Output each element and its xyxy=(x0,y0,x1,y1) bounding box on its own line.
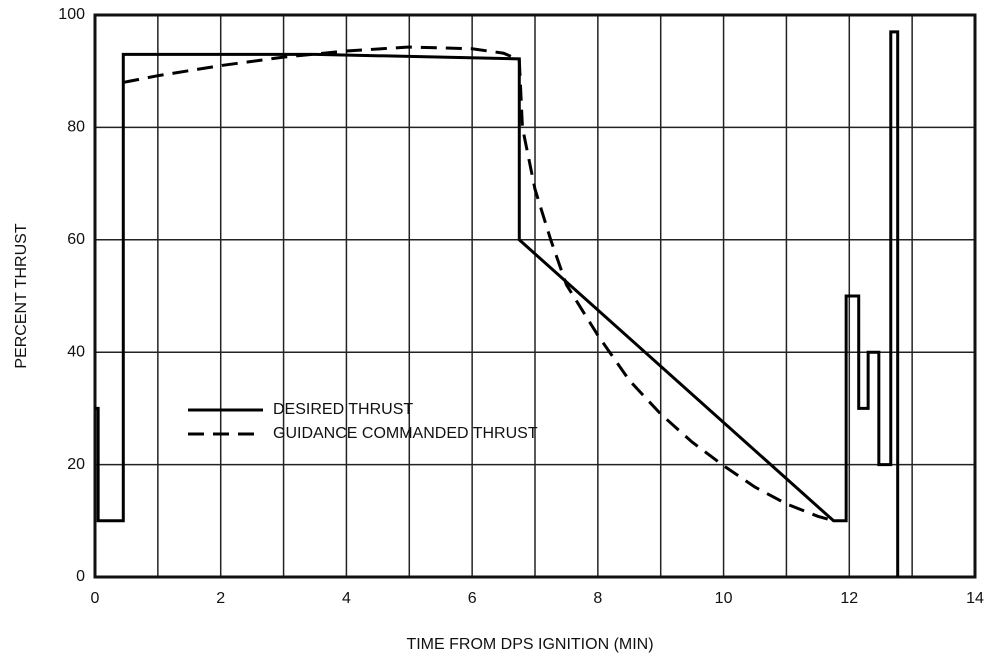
y-tick-label: 20 xyxy=(67,456,85,473)
y-tick-label: 100 xyxy=(58,6,85,23)
y-axis-label: PERCENT THRUST xyxy=(13,223,30,368)
data-line xyxy=(95,30,900,577)
x-tick-label: 6 xyxy=(468,590,477,607)
x-tick-label: 14 xyxy=(966,590,984,607)
legend-label: DESIRED THRUST xyxy=(273,401,413,418)
y-tick-label: 0 xyxy=(76,568,85,585)
x-tick-label: 8 xyxy=(593,590,602,607)
data-line xyxy=(122,45,834,523)
x-axis-label: TIME FROM DPS IGNITION (MIN) xyxy=(406,636,653,653)
y-tick-label: 60 xyxy=(67,231,85,248)
x-tick-label: 10 xyxy=(715,590,733,607)
x-tick-label: 2 xyxy=(216,590,225,607)
x-tick-label: 4 xyxy=(342,590,351,607)
x-tick-label: 12 xyxy=(840,590,858,607)
legend-label: GUIDANCE COMMANDED THRUST xyxy=(273,425,538,442)
x-tick-label: 0 xyxy=(91,590,100,607)
plot-frame xyxy=(93,13,977,579)
y-tick-label: 80 xyxy=(67,119,85,136)
y-tick-label: 40 xyxy=(67,343,85,360)
